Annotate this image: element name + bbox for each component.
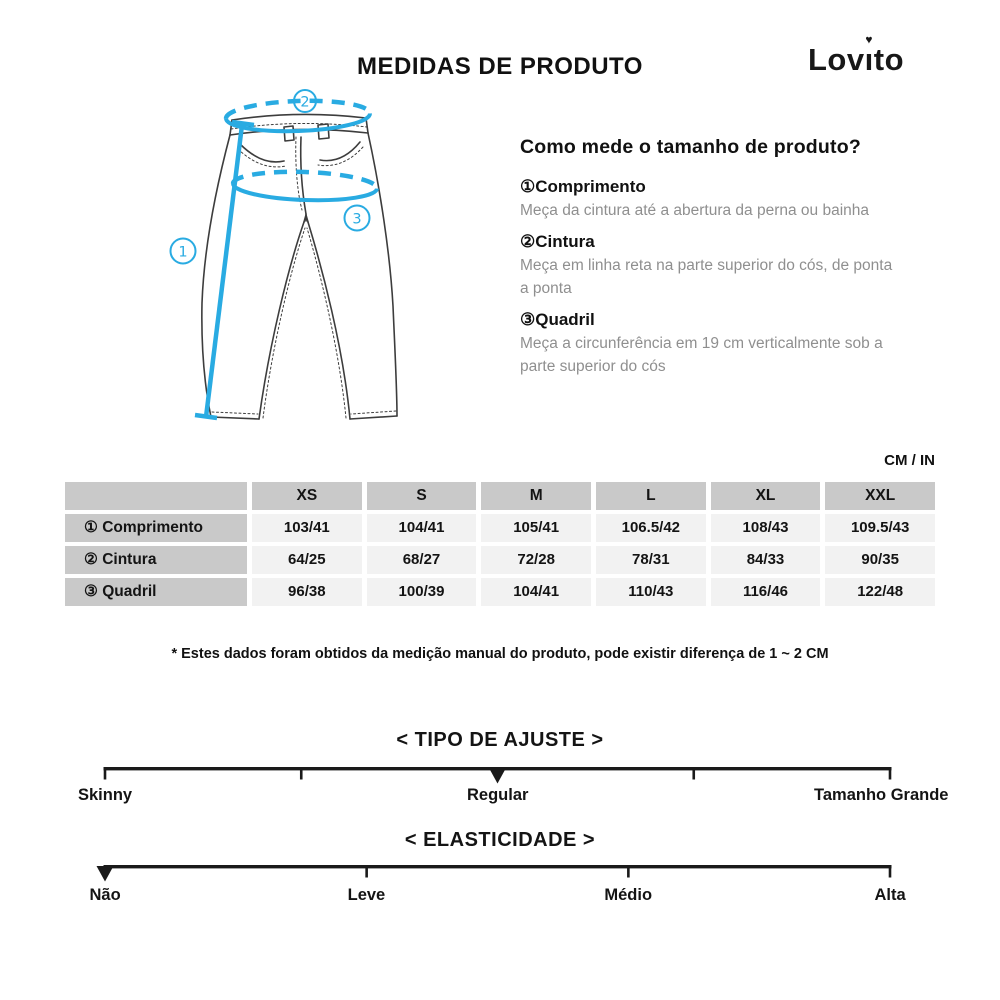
scale-marker-triangle	[489, 768, 506, 784]
fit-scale	[103, 767, 892, 784]
measurement-disclaimer: * Estes dados foram obtidos da medição m…	[171, 646, 829, 662]
size-column-header: XL	[710, 482, 821, 510]
pants-outline	[201, 113, 398, 420]
scale-tick	[627, 865, 630, 878]
marker-3-digit: 3	[352, 212, 361, 228]
size-value-cell: 78/31	[595, 546, 706, 574]
scale-label: Leve	[347, 886, 386, 904]
page-title: MEDIDAS DE PRODUTO	[357, 53, 643, 80]
size-table: XS S M L XL XXL ① Comprimento 103/41 104/41 105/4…	[65, 482, 935, 606]
size-column-header: L	[595, 482, 706, 510]
size-value-cell: 68/27	[366, 546, 477, 574]
how-to-item-text: Meça da cintura até a abertura da perna …	[520, 202, 869, 219]
scale-tick	[103, 767, 107, 780]
waist-measure-ellipse	[223, 98, 373, 134]
marker-3-circle	[343, 204, 371, 232]
size-value-cell: 116/46	[710, 578, 821, 606]
scale-label: Tamanho Grande	[814, 786, 949, 804]
unit-label: CM / IN	[884, 452, 935, 469]
table-corner-cell	[65, 482, 247, 510]
how-to-item-label: ②Cintura	[520, 232, 595, 251]
how-to-item-label: ①Comprimento	[520, 177, 646, 196]
size-column-header: XS	[252, 482, 362, 510]
size-value-cell: 96/38	[252, 578, 362, 606]
marker-2-circle	[293, 89, 317, 113]
brand-logo: Lovı ♥ to	[808, 34, 905, 78]
size-value-cell: 104/41	[366, 514, 477, 542]
size-value-cell: 64/25	[252, 546, 362, 574]
scale-tick	[692, 767, 696, 780]
scale-label: Regular	[467, 786, 529, 804]
stretch-scale-heading: < ELASTICIDADE >	[404, 829, 596, 851]
how-to-item-label: ③Quadril	[520, 310, 595, 329]
size-value-cell: 84/33	[710, 546, 821, 574]
marker-1-digit: 1	[178, 245, 187, 261]
size-row-header: ② Cintura	[65, 546, 247, 574]
scale-tick	[888, 767, 892, 780]
size-value-cell: 105/41	[481, 514, 591, 542]
how-to-heading: Como mede o tamanho de produto?	[520, 136, 861, 158]
size-column-header: XXL	[825, 482, 935, 510]
fit-scale-heading: < TIPO DE AJUSTE >	[396, 729, 604, 751]
stretch-scale	[96, 865, 892, 882]
brand-logo-text-end: to	[873, 42, 905, 77]
marker-2-digit: 2	[300, 95, 309, 111]
size-value-cell: 90/35	[825, 546, 935, 574]
scale-label: Médio	[604, 886, 653, 904]
hip-measure-ellipse	[230, 169, 380, 203]
pants-diagram: 2 3 1	[169, 89, 398, 421]
size-column-header: M	[481, 482, 591, 510]
size-value-cell: 106.5/42	[595, 514, 706, 542]
size-value-cell: 72/28	[481, 546, 591, 574]
size-row-header: ③ Quadril	[65, 578, 247, 606]
size-column-header: S	[366, 482, 477, 510]
size-value-cell: 109.5/43	[825, 514, 935, 542]
size-value-cell: 108/43	[710, 514, 821, 542]
scale-tick	[365, 865, 368, 878]
scale-label: Skinny	[78, 786, 133, 804]
stretch-scale-labels: Não Leve Médio Alta	[0, 886, 1000, 908]
how-to-measure-section: Como mede o tamanho de produto? ①Comprim…	[520, 136, 920, 378]
how-to-item-text: Meça em linha reta na parte superior do …	[520, 257, 893, 297]
fit-scale-labels: Skinny Regular Tamanho Grande	[0, 786, 1000, 808]
scale-label: Não	[89, 886, 121, 904]
size-value-cell: 103/41	[252, 514, 362, 542]
size-row-header: ① Comprimento	[65, 514, 247, 542]
marker-1-circle	[169, 237, 197, 265]
size-value-cell: 100/39	[366, 578, 477, 606]
scale-marker-triangle	[96, 866, 114, 882]
brand-logo-i: ı ♥	[864, 34, 874, 78]
scale-tick	[888, 865, 892, 878]
length-measure-line	[194, 119, 255, 421]
size-value-cell: 110/43	[595, 578, 706, 606]
scale-label: Alta	[874, 886, 906, 904]
scale-line	[103, 865, 892, 869]
size-value-cell: 122/48	[825, 578, 935, 606]
scale-tick	[299, 767, 303, 780]
how-to-items: ①Comprimento Meça da cintura até a abertu…	[520, 174, 920, 378]
how-to-item-text: Meça a circunferência em 19 cm verticalm…	[520, 335, 883, 375]
size-value-cell: 104/41	[481, 578, 591, 606]
heart-icon: ♥	[865, 33, 873, 47]
brand-logo-text: Lov	[808, 42, 865, 77]
brand-logo-i-char: ı	[864, 42, 874, 77]
